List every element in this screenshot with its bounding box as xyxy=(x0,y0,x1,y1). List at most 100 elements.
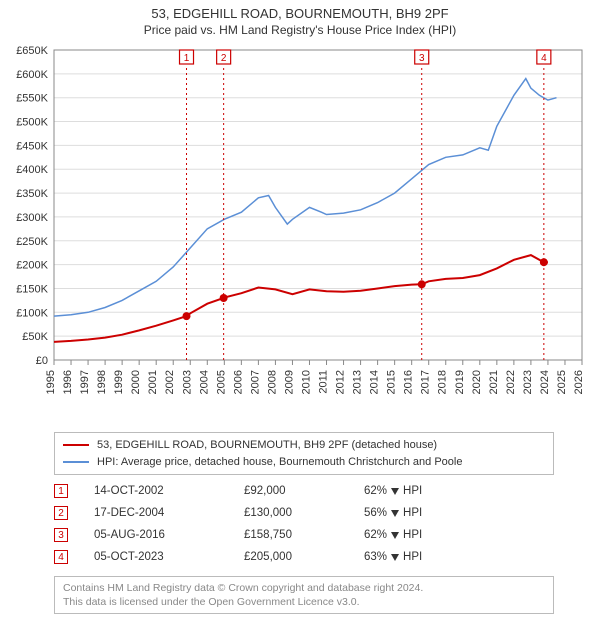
transaction-date: 05-OCT-2023 xyxy=(94,551,244,563)
legend-item: HPI: Average price, detached house, Bour… xyxy=(63,454,545,471)
legend-swatch xyxy=(63,444,89,446)
transaction-marker: 3 xyxy=(54,528,68,542)
svg-text:2001: 2001 xyxy=(147,370,159,394)
svg-text:2000: 2000 xyxy=(130,370,142,394)
marker-number: 1 xyxy=(184,53,190,64)
marker-point xyxy=(183,312,191,320)
x-tick-label: 2005 xyxy=(215,370,227,394)
x-tick-label: 2023 xyxy=(522,370,534,394)
y-tick-label: £50K xyxy=(22,331,48,343)
marker-point xyxy=(418,280,426,288)
transaction-row: 114-OCT-2002£92,00062%HPI xyxy=(54,480,554,502)
x-tick-label: 2007 xyxy=(249,370,261,394)
svg-text:2004: 2004 xyxy=(198,370,210,394)
svg-text:2005: 2005 xyxy=(215,370,227,394)
svg-text:2017: 2017 xyxy=(420,370,432,394)
svg-text:1998: 1998 xyxy=(96,370,108,394)
chart-svg: £0£50K£100K£150K£200K£250K£300K£350K£400… xyxy=(0,44,600,424)
x-tick-label: 2025 xyxy=(556,370,568,394)
svg-text:2007: 2007 xyxy=(249,370,261,394)
svg-text:1995: 1995 xyxy=(45,370,57,394)
y-tick-label: £600K xyxy=(16,69,48,81)
transaction-price: £92,000 xyxy=(244,485,364,497)
chart: £0£50K£100K£150K£200K£250K£300K£350K£400… xyxy=(0,44,600,424)
arrow-down-icon xyxy=(391,488,399,495)
x-tick-label: 1998 xyxy=(96,370,108,394)
svg-text:1999: 1999 xyxy=(113,370,125,394)
transaction-delta: 62%HPI xyxy=(364,485,484,497)
svg-text:2002: 2002 xyxy=(164,370,176,394)
legend: 53, EDGEHILL ROAD, BOURNEMOUTH, BH9 2PF … xyxy=(54,432,554,475)
x-tick-label: 2009 xyxy=(283,370,295,394)
x-tick-label: 2012 xyxy=(335,370,347,394)
x-tick-label: 2024 xyxy=(539,370,551,394)
x-tick-label: 2011 xyxy=(318,370,330,394)
transaction-price: £158,750 xyxy=(244,529,364,541)
svg-text:2014: 2014 xyxy=(369,370,381,394)
svg-text:2013: 2013 xyxy=(352,370,364,394)
svg-text:2016: 2016 xyxy=(403,370,415,394)
svg-text:2026: 2026 xyxy=(573,370,585,394)
y-tick-label: £350K xyxy=(16,188,48,200)
x-tick-label: 2004 xyxy=(198,370,210,394)
marker-point xyxy=(540,258,548,266)
marker-number: 2 xyxy=(221,53,227,64)
legend-label: HPI: Average price, detached house, Bour… xyxy=(97,454,462,471)
transaction-date: 14-OCT-2002 xyxy=(94,485,244,497)
y-tick-label: £100K xyxy=(16,307,48,319)
y-tick-label: £500K xyxy=(16,117,48,129)
x-tick-label: 2000 xyxy=(130,370,142,394)
transaction-delta: 62%HPI xyxy=(364,529,484,541)
y-tick-label: £0 xyxy=(36,355,48,367)
x-tick-label: 2017 xyxy=(420,370,432,394)
transaction-date: 05-AUG-2016 xyxy=(94,529,244,541)
page-subtitle: Price paid vs. HM Land Registry's House … xyxy=(0,21,600,41)
transaction-date: 17-DEC-2004 xyxy=(94,507,244,519)
y-tick-label: £150K xyxy=(16,283,48,295)
x-tick-label: 1995 xyxy=(45,370,57,394)
svg-text:2010: 2010 xyxy=(300,370,312,394)
svg-text:2023: 2023 xyxy=(522,370,534,394)
arrow-down-icon xyxy=(391,532,399,539)
y-tick-label: £550K xyxy=(16,93,48,105)
x-tick-label: 1999 xyxy=(113,370,125,394)
x-tick-label: 2006 xyxy=(232,370,244,394)
y-tick-label: £300K xyxy=(16,212,48,224)
x-tick-label: 2015 xyxy=(386,370,398,394)
x-tick-label: 2021 xyxy=(488,370,500,394)
x-tick-label: 2018 xyxy=(437,370,449,394)
transaction-delta: 63%HPI xyxy=(364,551,484,563)
svg-text:2003: 2003 xyxy=(181,370,193,394)
svg-text:2020: 2020 xyxy=(471,370,483,394)
x-tick-label: 2022 xyxy=(505,370,517,394)
footer-line-2: This data is licensed under the Open Gov… xyxy=(63,595,545,609)
x-tick-label: 2013 xyxy=(352,370,364,394)
x-tick-label: 2016 xyxy=(403,370,415,394)
y-tick-label: £200K xyxy=(16,260,48,272)
legend-swatch xyxy=(63,461,89,463)
page-title: 53, EDGEHILL ROAD, BOURNEMOUTH, BH9 2PF xyxy=(0,0,600,21)
x-tick-label: 2003 xyxy=(181,370,193,394)
legend-label: 53, EDGEHILL ROAD, BOURNEMOUTH, BH9 2PF … xyxy=(97,437,437,454)
transaction-row: 3 05-AUG-2016£158,75062%HPI xyxy=(54,524,554,546)
x-tick-label: 2002 xyxy=(164,370,176,394)
y-tick-label: £400K xyxy=(16,164,48,176)
footer-line-1: Contains HM Land Registry data © Crown c… xyxy=(63,581,545,595)
y-tick-label: £450K xyxy=(16,140,48,152)
x-tick-label: 2010 xyxy=(300,370,312,394)
marker-number: 3 xyxy=(419,53,425,64)
x-tick-label: 2019 xyxy=(454,370,466,394)
svg-text:2025: 2025 xyxy=(556,370,568,394)
x-tick-label: 2001 xyxy=(147,370,159,394)
arrow-down-icon xyxy=(391,510,399,517)
svg-text:2022: 2022 xyxy=(505,370,517,394)
arrow-down-icon xyxy=(391,554,399,561)
svg-text:2019: 2019 xyxy=(454,370,466,394)
y-tick-label: £650K xyxy=(16,45,48,57)
svg-text:2012: 2012 xyxy=(335,370,347,394)
svg-text:2024: 2024 xyxy=(539,370,551,394)
transaction-row: 405-OCT-2023£205,00063%HPI xyxy=(54,546,554,568)
svg-text:1997: 1997 xyxy=(79,370,91,394)
x-tick-label: 1996 xyxy=(62,370,74,394)
svg-text:1996: 1996 xyxy=(62,370,74,394)
